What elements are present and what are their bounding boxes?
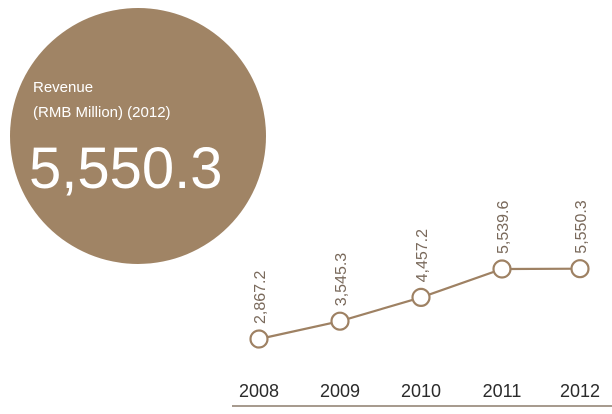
data-point-2009 <box>330 311 350 331</box>
data-label-2012: 5,550.3 <box>573 200 590 253</box>
data-point-2011 <box>492 259 512 279</box>
data-label-2009: 3,545.3 <box>333 253 350 306</box>
data-label-2010: 4,457.2 <box>414 229 431 282</box>
x-tick-label-2009: 2009 <box>320 381 360 401</box>
data-point-2012 <box>570 259 590 279</box>
data-point-2008 <box>249 329 269 349</box>
callout-value: 5,550.3 <box>29 136 223 201</box>
data-label-2008: 2,867.2 <box>252 271 269 324</box>
revenue-callout: Revenue (RMB Million) (2012) 5,550.3 <box>10 8 266 264</box>
x-tick-label-2008: 2008 <box>239 381 279 401</box>
plot-area: 2,867.2 2008 3,545.3 2009 4,457.2 2010 5,539.6… <box>232 200 612 407</box>
x-tick-label-2012: 2012 <box>560 381 600 401</box>
callout-label-line1: Revenue <box>33 79 93 96</box>
data-label-2011: 5,539.6 <box>495 201 512 254</box>
x-tick-label-2011: 2011 <box>483 381 522 401</box>
callout-circle <box>10 8 266 264</box>
callout-label-line2: (RMB Million) (2012) <box>33 104 171 121</box>
x-tick-label-2010: 2010 <box>401 381 441 401</box>
data-point-2010 <box>411 287 431 307</box>
